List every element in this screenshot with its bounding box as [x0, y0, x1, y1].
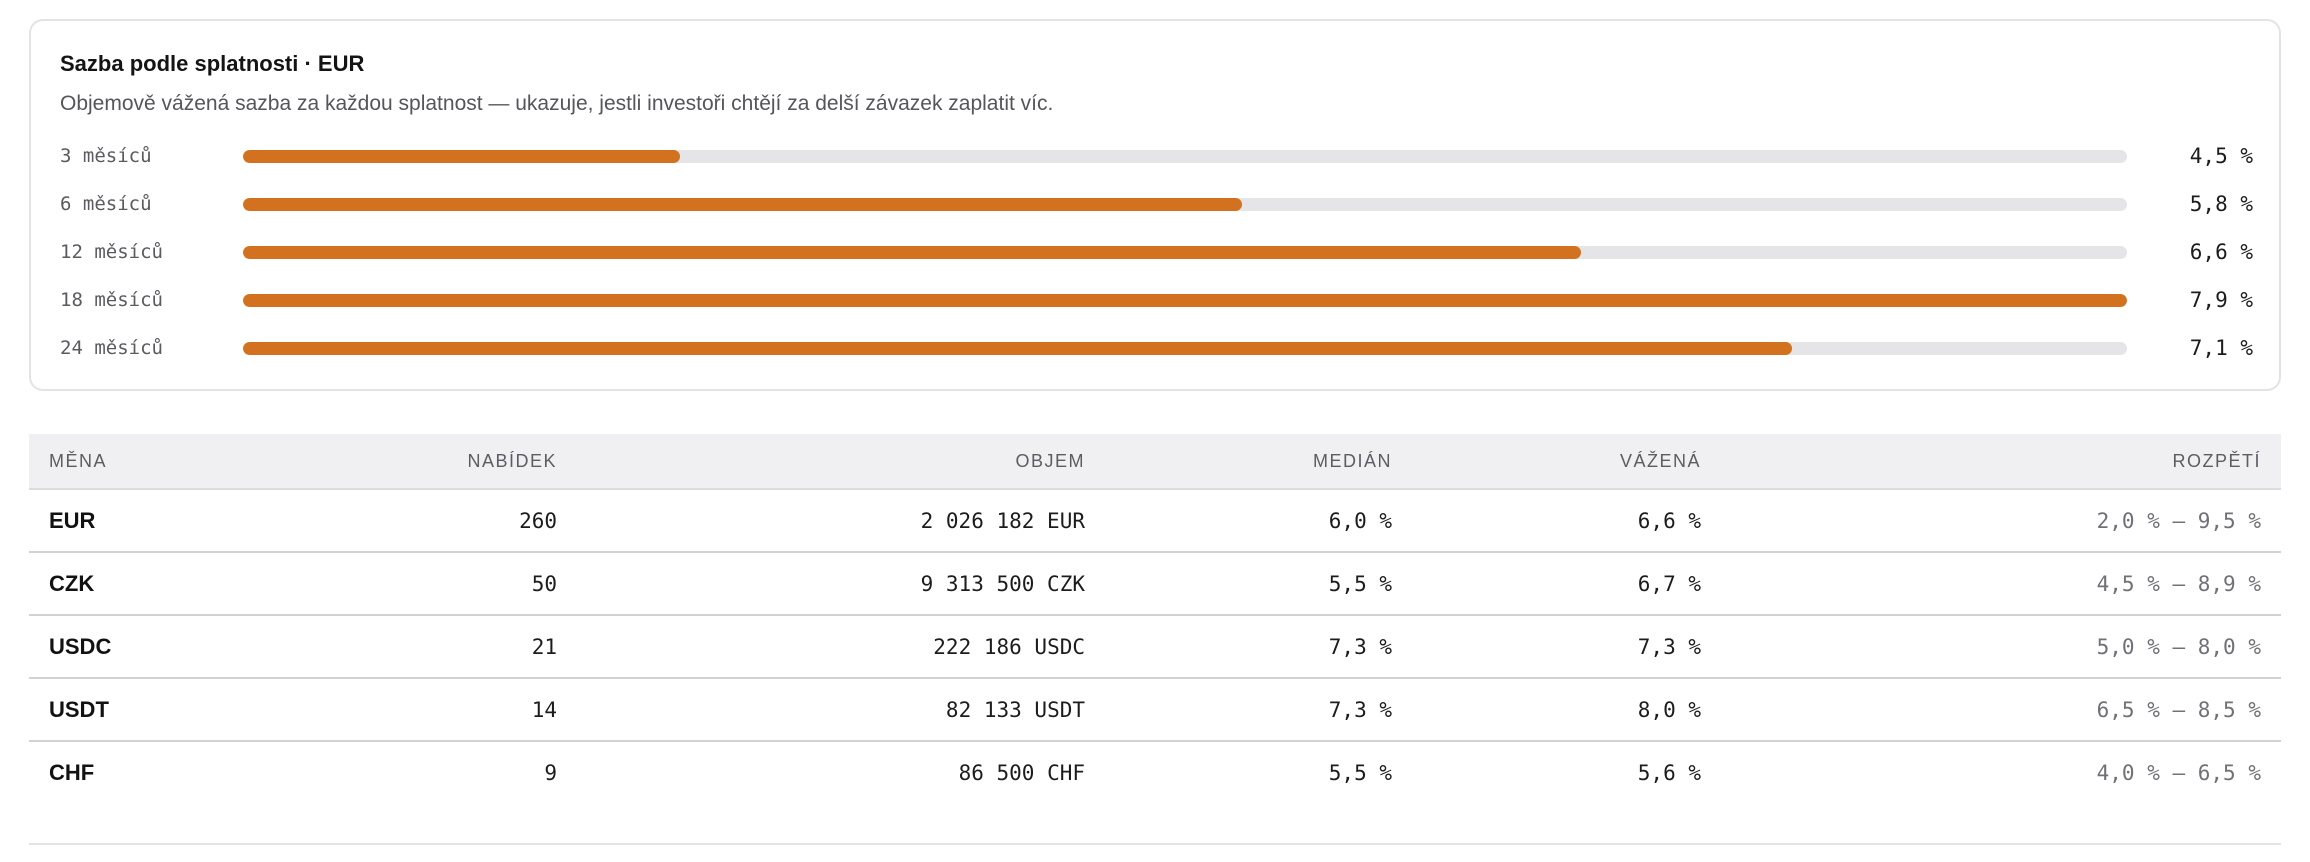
bar-row: 18 měsíců 7,9 %	[31, 280, 2279, 320]
cell-volume: 222 186 USDC	[577, 615, 1105, 679]
cell-median: 5,5 %	[1328, 760, 1392, 785]
bar-row: 24 měsíců 7,1 %	[31, 328, 2279, 368]
cell-median: 7,3 %	[1105, 678, 1412, 742]
table-row: USDC 21 222 186 USDC 7,3 % 7,3 % 5,0 % –…	[29, 615, 2281, 679]
cell-median: 6,0 %	[1105, 489, 1412, 553]
bar-row: 3 měsíců 4,5 %	[31, 136, 2279, 176]
cell-currency: EUR	[29, 489, 230, 553]
table-row: EUR 260 2 026 182 EUR 6,0 % 6,6 % 2,0 % …	[29, 489, 2281, 553]
column-header-offers[interactable]: NABÍDEK	[230, 434, 577, 490]
cell-range: 4,0 % – 6,5 %	[2096, 760, 2261, 785]
cell-offers: 21	[230, 615, 577, 679]
cell-range: 4,5 % – 8,9 %	[1721, 552, 2281, 616]
chart-title: Sazba podle splatnosti · EUR	[60, 51, 365, 76]
cell-volume: 9 313 500 CZK	[577, 552, 1105, 616]
cell-currency: CZK	[29, 552, 230, 616]
cell-offers: 50	[230, 552, 577, 616]
cell-volume: 2 026 182 EUR	[577, 489, 1105, 553]
bar	[243, 150, 681, 163]
table-row: CZK 50 9 313 500 CZK 5,5 % 6,7 % 4,5 % –…	[29, 552, 2281, 616]
bar-value-label: 4,5 %	[2189, 144, 2253, 168]
bar	[243, 198, 1242, 211]
bar-row: 12 měsíců 6,6 %	[31, 232, 2279, 272]
cell-offers: 9	[544, 760, 557, 785]
bottom-divider	[29, 843, 2281, 845]
maturity-rate-card: Sazba podle splatnosti · EUR Objemově vá…	[29, 19, 2281, 391]
bar-category-label: 6 měsíců	[60, 193, 152, 215]
cell-currency: CHF	[49, 759, 95, 785]
bar-track	[243, 342, 2127, 355]
cell-weighted: 7,3 %	[1412, 615, 1721, 679]
bar-track	[243, 198, 2127, 211]
cell-range: 2,0 % – 9,5 %	[1721, 489, 2281, 553]
cell-weighted: 6,6 %	[1412, 489, 1721, 553]
cell-range: 6,5 % – 8,5 %	[1721, 678, 2281, 742]
cell-weighted: 6,7 %	[1412, 552, 1721, 616]
cell-weighted: 8,0 %	[1412, 678, 1721, 742]
bar-track	[243, 246, 2127, 259]
cell-range: 5,0 % – 8,0 %	[1721, 615, 2281, 679]
bar	[243, 294, 2127, 307]
cell-median: 7,3 %	[1105, 615, 1412, 679]
bar-value-label: 7,1 %	[2189, 336, 2253, 360]
column-header-range[interactable]: ROZPĚTÍ	[1721, 434, 2281, 490]
cell-weighted: 5,6 %	[1637, 760, 1701, 785]
cell-median: 5,5 %	[1105, 552, 1412, 616]
cell-offers: 14	[230, 678, 577, 742]
bar-value-label: 6,6 %	[2189, 240, 2253, 264]
cell-volume: 86 500 CHF	[958, 760, 1085, 785]
table-row: CHF 9 86 500 CHF 5,5 % 5,6 % 4,0 % – 6,5…	[29, 741, 2281, 803]
bar-track	[243, 150, 2127, 163]
column-header-volume[interactable]: OBJEM	[577, 434, 1105, 490]
bar-category-label: 12 měsíců	[60, 241, 163, 263]
chart-subtitle: Objemově vážená sazba za každou splatnos…	[60, 92, 1054, 115]
bar-row: 6 měsíců 5,8 %	[31, 184, 2279, 224]
bar-category-label: 3 měsíců	[60, 145, 152, 167]
bar-category-label: 18 měsíců	[60, 289, 163, 311]
column-header-currency[interactable]: MĚNA	[29, 434, 230, 490]
bar	[243, 342, 1792, 355]
bar	[243, 246, 1581, 259]
bar-track	[243, 294, 2127, 307]
bar-value-label: 5,8 %	[2189, 192, 2253, 216]
bar-value-label: 7,9 %	[2189, 288, 2253, 312]
currency-summary-table: MĚNA NABÍDEK OBJEM MEDIÁN VÁŽENÁ ROZPĚTÍ…	[29, 434, 2281, 803]
cell-volume: 82 133 USDT	[577, 678, 1105, 742]
column-header-weighted[interactable]: VÁŽENÁ	[1412, 434, 1721, 490]
cell-currency: USDT	[29, 678, 230, 742]
column-header-median[interactable]: MEDIÁN	[1105, 434, 1412, 490]
table-row: USDT 14 82 133 USDT 7,3 % 8,0 % 6,5 % – …	[29, 678, 2281, 742]
cell-offers: 260	[230, 489, 577, 553]
cell-currency: USDC	[29, 615, 230, 679]
table-header-row: MĚNA NABÍDEK OBJEM MEDIÁN VÁŽENÁ ROZPĚTÍ	[29, 434, 2281, 490]
bar-category-label: 24 měsíců	[60, 337, 163, 359]
